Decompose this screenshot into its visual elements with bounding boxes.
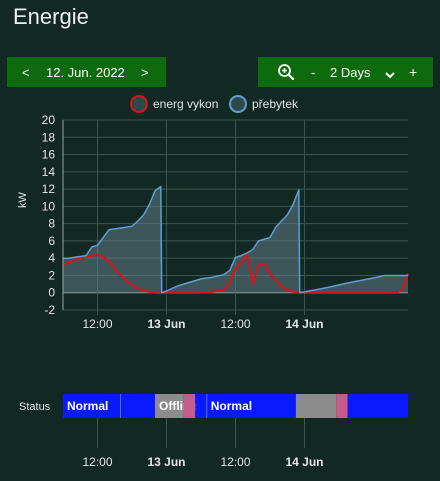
status-segment-label: Offline	[159, 399, 197, 413]
x-tick-label: 12:00	[220, 317, 250, 331]
series-line-1	[63, 185, 408, 294]
status-x-tick-label: 12:00	[220, 455, 250, 469]
y-tick-label: 10	[42, 199, 56, 213]
chevron-down-icon[interactable]	[385, 67, 395, 82]
status-label: Status	[19, 401, 51, 413]
status-segment-label: Normal	[211, 399, 252, 413]
legend-marker-1[interactable]	[229, 95, 247, 113]
status-segment[interactable]	[347, 394, 408, 418]
status-segment[interactable]	[336, 394, 348, 418]
chart-series-lines	[62, 185, 409, 294]
legend-label-1[interactable]: přebytek	[252, 97, 299, 111]
zoom-in-icon[interactable]	[277, 63, 295, 84]
status-x-tick-label: 14 Jun	[285, 455, 323, 469]
y-tick-label: 12	[42, 182, 56, 196]
status-segment[interactable]	[155, 394, 184, 418]
series-area-1	[63, 186, 408, 293]
prev-date-button[interactable]: <	[22, 64, 30, 80]
x-tick-label: 14 Jun	[285, 317, 323, 331]
status-x-tick-label: 12:00	[82, 455, 112, 469]
zoom-in-button[interactable]: +	[409, 64, 418, 80]
legend-marker-0[interactable]	[130, 95, 148, 113]
range-select[interactable]: 2 Days	[330, 64, 371, 80]
y-tick-label: 8	[48, 217, 55, 231]
series-line-0	[62, 252, 409, 294]
x-tick-label: 13 Jun	[147, 317, 185, 331]
chart-series-area	[63, 186, 408, 293]
next-date-button[interactable]: >	[141, 64, 149, 80]
date-navigator: < 12. Jun. 2022 >	[7, 57, 166, 87]
chart-axes: -2 0 2 4 6 8 10 12 14 16 18 20 12:00 13 Jun 12:00 14 Ju…	[17, 113, 324, 331]
current-date-label[interactable]: 12. Jun. 2022	[46, 64, 125, 80]
status-segment[interactable]	[195, 394, 207, 418]
y-tick-label: 6	[48, 234, 55, 248]
y-tick-label: 4	[48, 251, 55, 265]
legend-label-0[interactable]: energ vykon	[153, 97, 218, 111]
page-title: Energie	[13, 4, 89, 29]
status-segment[interactable]	[120, 394, 156, 418]
y-tick-label: 14	[42, 165, 56, 179]
status-segment[interactable]	[63, 394, 121, 418]
x-tick-label: 12:00	[82, 317, 112, 331]
y-axis-label: kW	[17, 191, 29, 208]
y-tick-label: 18	[42, 130, 56, 144]
status-x-tick-label: 13 Jun	[147, 455, 185, 469]
y-tick-label: 0	[48, 286, 55, 300]
chart-legend: energ vykon přebytek	[130, 95, 299, 113]
y-tick-label: 20	[42, 113, 56, 127]
zoom-out-button[interactable]: -	[311, 64, 316, 80]
chart-grid	[63, 119, 408, 315]
y-tick-label: -2	[44, 303, 55, 317]
zoom-navigator: - 2 Days +	[258, 57, 433, 87]
y-tick-label: 16	[42, 148, 56, 162]
status-segment-label: Normal	[67, 399, 108, 413]
status-timeline: Status Normal Offline Normal 12:00 13 Jun 12:0…	[19, 394, 408, 469]
status-segment[interactable]	[206, 394, 296, 418]
y-tick-label: 2	[48, 268, 55, 282]
status-segment[interactable]	[183, 394, 196, 418]
status-segment[interactable]	[295, 394, 337, 418]
